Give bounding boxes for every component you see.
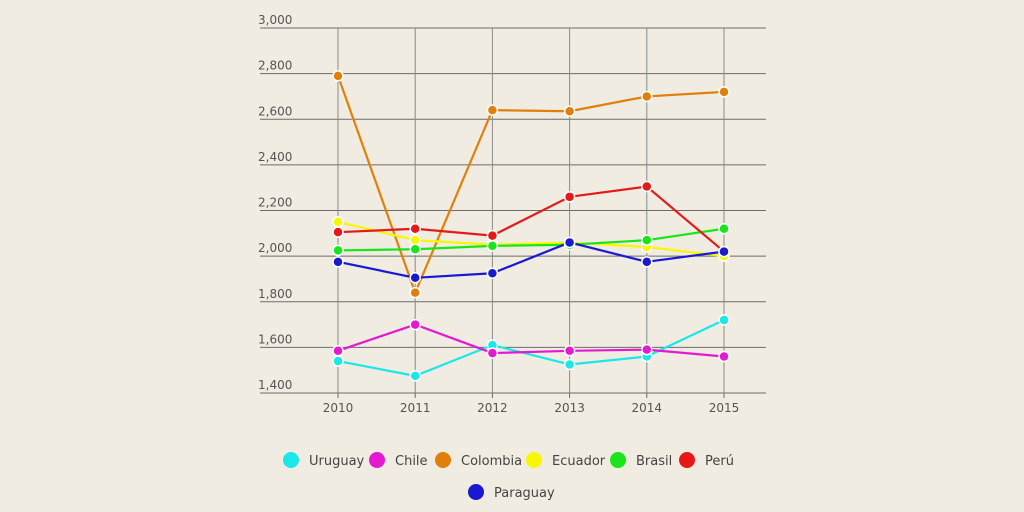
x-tick-label: 2010 <box>323 401 354 415</box>
data-point-brasil <box>409 243 421 256</box>
data-point-chile <box>718 350 730 363</box>
x-axis-ticks: 2010 2011 2012 2013 2014 2015 <box>323 401 740 415</box>
data-point-brasil <box>718 223 730 235</box>
legend-label: Chile <box>395 454 428 469</box>
x-tick-label: 2014 <box>632 401 663 415</box>
data-point-colombia <box>332 70 344 82</box>
series-line-brasil <box>337 227 725 252</box>
y-tick-label: 2,200 <box>258 196 292 210</box>
data-point-chile <box>486 347 499 359</box>
y-tick-label: 2,000 <box>258 241 292 255</box>
data-point-colombia <box>486 104 499 116</box>
data-point-paraguay <box>332 256 344 268</box>
y-tick-label: 1,800 <box>258 287 292 301</box>
series-line-ecuador <box>337 220 725 258</box>
legend-label: Uruguay <box>309 454 365 469</box>
data-point-brasil <box>486 240 499 252</box>
y-tick-label: 3,000 <box>258 13 292 27</box>
legend-marker <box>283 452 299 468</box>
legend-item-brasil: Brasil <box>610 452 672 469</box>
legend-label: Paraguay <box>494 486 555 501</box>
legend-marker <box>435 452 451 468</box>
legend-marker <box>468 484 484 500</box>
data-point-uruguay <box>563 358 576 371</box>
y-axis-ticks: 1,400 1,600 1,800 2,000 2,200 2,400 2,600 2,800… <box>258 13 292 392</box>
data-point-colombia <box>641 90 653 103</box>
data-point-uruguay <box>332 355 344 367</box>
legend-item-paraguay: Paraguay <box>468 484 555 501</box>
legend-marker <box>610 452 626 468</box>
data-point-colombia <box>409 286 421 299</box>
data-point-paraguay <box>486 267 499 279</box>
data-point-perú <box>563 191 576 203</box>
data-point-brasil <box>332 244 344 257</box>
legend-marker <box>369 452 385 468</box>
data-point-ecuador <box>332 216 344 228</box>
legend: Uruguay Chile Colombia Ecuador Brasil Perú Par… <box>283 452 734 501</box>
x-tick-label: 2013 <box>554 401 585 415</box>
legend-marker <box>526 452 542 468</box>
data-point-colombia <box>718 86 730 98</box>
y-tick-label: 2,800 <box>258 59 292 73</box>
x-tick-label: 2011 <box>400 401 431 415</box>
x-tick-label: 2012 <box>477 401 508 415</box>
legend-label: Perú <box>705 454 734 469</box>
data-point-perú <box>486 229 499 242</box>
data-point-colombia <box>563 105 576 118</box>
legend-label: Brasil <box>636 454 672 469</box>
data-point-perú <box>332 226 344 238</box>
data-point-uruguay <box>409 370 421 382</box>
y-tick-label: 2,400 <box>258 150 292 164</box>
y-tick-label: 2,600 <box>258 104 292 118</box>
legend-item-chile: Chile <box>369 452 428 469</box>
data-point-chile <box>641 343 653 356</box>
series-line-chile <box>337 323 725 358</box>
data-point-brasil <box>641 234 653 246</box>
data-point-paraguay <box>641 256 653 268</box>
data-point-paraguay <box>563 236 576 249</box>
data-point-uruguay <box>718 314 730 326</box>
y-tick-label: 1,600 <box>258 332 292 346</box>
legend-item-ecuador: Ecuador <box>526 452 606 469</box>
series-layer <box>332 70 730 382</box>
series-line-paraguay <box>337 241 725 279</box>
data-point-paraguay <box>409 272 421 284</box>
y-tick-label: 1,400 <box>258 378 292 392</box>
legend-item-colombia: Colombia <box>435 452 522 469</box>
data-point-perú <box>409 223 421 235</box>
data-point-paraguay <box>718 245 730 258</box>
legend-item-uruguay: Uruguay <box>283 452 365 469</box>
series-line-colombia <box>336 75 725 294</box>
legend-label: Ecuador <box>552 454 606 469</box>
data-point-chile <box>332 345 344 357</box>
legend-marker <box>679 452 695 468</box>
data-point-chile <box>409 318 421 331</box>
series-line-perú <box>337 185 725 253</box>
legend-label: Colombia <box>461 454 522 469</box>
series-line-uruguay <box>337 319 725 377</box>
grid <box>260 27 766 398</box>
data-point-chile <box>563 345 576 357</box>
legend-item-perú: Perú <box>679 452 734 469</box>
data-point-perú <box>641 180 653 193</box>
x-tick-label: 2015 <box>709 401 740 415</box>
